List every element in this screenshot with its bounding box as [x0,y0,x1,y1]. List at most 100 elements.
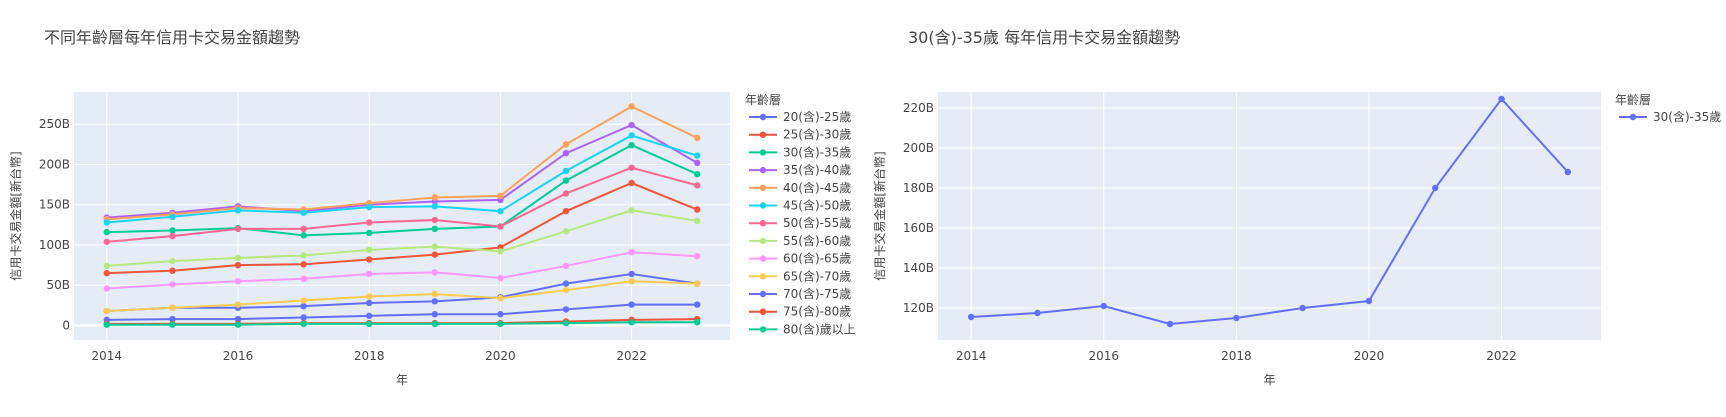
y-tick-label: 180B [903,181,934,195]
series-line [106,209,698,267]
data-point [169,304,176,311]
x-axis-title: 年 [396,373,408,387]
legend-swatch-marker [1629,113,1637,121]
chart-title: 不同年齡層每年信用卡交易金額趨勢 [44,28,300,47]
legend-label: 65(含)-70歲 [783,268,851,283]
y-tick-label: 0 [62,319,70,333]
legend-swatch-marker [759,184,767,191]
series-line [106,166,698,243]
x-tick-label: 2018 [1221,349,1252,363]
data-point [967,313,975,321]
data-point [431,320,438,328]
data-point [628,141,635,149]
legend-label: 45(含)-50歲 [783,198,851,213]
y-tick-label: 250B [39,117,70,131]
data-point [628,121,635,129]
data-point [300,302,307,310]
legend-item: 40(含)-45歲 [749,180,851,195]
data-point [694,253,701,260]
data-point [300,275,307,283]
legend-swatch-marker [759,202,767,209]
data-point [1166,320,1174,328]
series-line [106,123,698,219]
data-point [497,207,504,215]
series-9 [103,249,701,292]
data-point [431,290,438,298]
data-point [562,280,570,287]
series-line [106,134,698,224]
data-point [300,225,307,233]
data-point [366,299,373,307]
legend-swatch-marker [759,308,767,315]
y-tick-label: 200B [39,157,70,171]
legend-swatch-marker [759,290,767,298]
data-point [497,311,504,318]
legend-label: 50(含)-55歲 [783,215,851,230]
data-point [628,301,635,308]
y-tick-label: 100B [39,238,70,252]
legend-swatch-marker [759,326,767,333]
x-tick-label: 2018 [354,349,385,363]
data-point [628,278,635,285]
data-point [562,190,570,197]
legend-swatch-marker [759,113,767,121]
data-point [694,206,701,213]
data-point [562,141,570,148]
data-point [562,286,570,294]
data-point [628,179,635,187]
data-point [497,274,504,282]
data-point [562,167,570,175]
legend-swatch-marker [759,166,767,174]
data-point [562,149,570,157]
data-point [1432,184,1439,192]
data-point [103,321,111,328]
y-tick-label: 160B [903,221,934,235]
chart-title: 30(含)-35歲 每年信用卡交易金額趨勢 [908,28,1180,47]
legend-label: 60(含)-65歲 [783,251,851,266]
data-point [431,216,438,224]
data-point [497,192,504,200]
legend-item: 50(含)-55歲 [749,215,851,230]
series-line [971,97,1569,326]
data-point [694,301,701,308]
series-line [106,272,698,313]
legend-item: 20(含)-25歲 [749,109,851,124]
y-tick-label: 120B [903,301,934,315]
series-10 [103,278,701,315]
legend-label: 75(含)-80歲 [783,304,851,319]
series-8 [103,207,701,270]
x-axis-title: 年 [1263,373,1275,387]
series-11 [103,301,701,324]
y-axis-title: 信用卡交易金額[新台幣] [872,151,887,280]
legend-item: 45(含)-50歲 [749,198,851,213]
data-point [694,182,701,189]
data-point [366,312,373,320]
data-point [169,281,176,288]
data-point [1365,297,1373,305]
data-point [431,203,438,210]
data-point [497,320,504,328]
legend-title: 年齡層 [1615,93,1651,107]
data-point [366,320,373,328]
data-point [169,232,176,240]
data-point [431,225,438,233]
legend-label: 40(含)-45歲 [783,180,851,195]
data-point [169,267,176,274]
data-point [694,319,701,326]
legend-label: 30(含)-35歲 [1653,109,1721,124]
data-point [694,152,701,159]
data-point [234,254,242,262]
series-13 [103,319,701,328]
data-point [431,243,438,250]
series-7 [103,164,701,245]
data-point [366,256,373,263]
x-tick-label: 2016 [223,349,254,363]
legend-item: 65(含)-70歲 [749,268,851,283]
y-axis-title: 信用卡交易金額[新台幣] [8,151,23,280]
data-point [300,297,307,304]
data-point [366,203,373,211]
data-point [234,207,242,214]
